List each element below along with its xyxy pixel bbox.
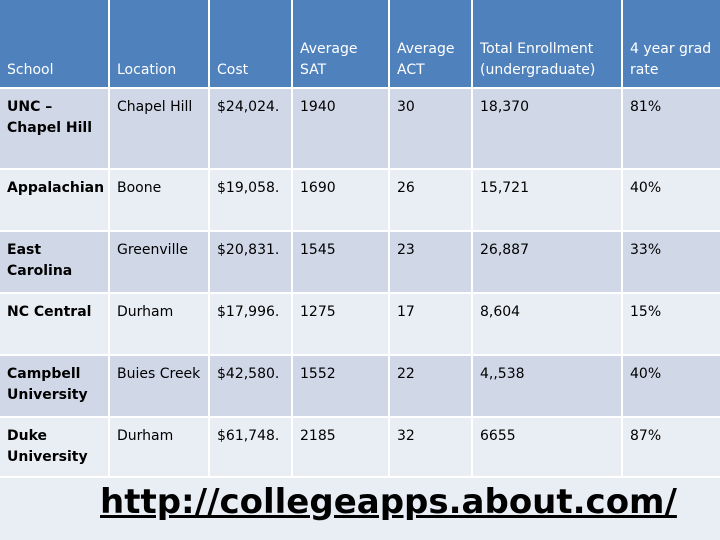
- cell-grad-rate: 40%: [623, 356, 720, 416]
- table-row: Appalachian Boone $19,058. 1690 26 15,72…: [0, 170, 720, 230]
- header-location: Location: [110, 0, 208, 87]
- cell-average-sat: 1940: [293, 89, 388, 168]
- cell-location: Chapel Hill: [110, 89, 208, 168]
- cell-school: Campbell University: [0, 356, 108, 416]
- cell-school: NC Central: [0, 294, 108, 354]
- cell-grad-rate: 15%: [623, 294, 720, 354]
- cell-average-sat: 1552: [293, 356, 388, 416]
- table-row: NC Central Durham $17,996. 1275 17 8,604…: [0, 294, 720, 354]
- table-row: East Carolina Greenville $20,831. 1545 2…: [0, 232, 720, 292]
- cell-cost: $61,748.: [210, 418, 291, 476]
- cell-average-sat: 1690: [293, 170, 388, 230]
- cell-total-enrollment: 26,887: [473, 232, 621, 292]
- source-link[interactable]: http://collegeapps.about.com/: [100, 482, 677, 522]
- cell-cost: $17,996.: [210, 294, 291, 354]
- cell-school: UNC – Chapel Hill: [0, 89, 108, 168]
- cell-total-enrollment: 6655: [473, 418, 621, 476]
- header-average-sat: Average SAT: [293, 0, 388, 87]
- cell-location: Durham: [110, 418, 208, 476]
- cell-grad-rate: 33%: [623, 232, 720, 292]
- cell-location: Greenville: [110, 232, 208, 292]
- footer-band: [0, 478, 720, 540]
- header-total-enrollment: Total Enrollment (undergraduate): [473, 0, 621, 87]
- cell-average-act: 17: [390, 294, 471, 354]
- header-average-act: Average ACT: [390, 0, 471, 87]
- cell-grad-rate: 87%: [623, 418, 720, 476]
- cell-cost: $19,058.: [210, 170, 291, 230]
- cell-total-enrollment: 18,370: [473, 89, 621, 168]
- cell-cost: $42,580.: [210, 356, 291, 416]
- cell-grad-rate: 81%: [623, 89, 720, 168]
- cell-cost: $24,024.: [210, 89, 291, 168]
- cell-location: Buies Creek: [110, 356, 208, 416]
- cell-location: Boone: [110, 170, 208, 230]
- table-row: Campbell University Buies Creek $42,580.…: [0, 356, 720, 416]
- cell-total-enrollment: 15,721: [473, 170, 621, 230]
- cell-cost: $20,831.: [210, 232, 291, 292]
- cell-school: Appalachian: [0, 170, 108, 230]
- cell-total-enrollment: 8,604: [473, 294, 621, 354]
- cell-average-act: 32: [390, 418, 471, 476]
- header-cost: Cost: [210, 0, 291, 87]
- header-grad-rate: 4 year grad rate: [623, 0, 720, 87]
- cell-school: Duke University: [0, 418, 108, 476]
- header-school: School: [0, 0, 108, 87]
- cell-location: Durham: [110, 294, 208, 354]
- cell-grad-rate: 40%: [623, 170, 720, 230]
- cell-average-act: 30: [390, 89, 471, 168]
- cell-average-act: 23: [390, 232, 471, 292]
- table-row: Duke University Durham $61,748. 2185 32 …: [0, 418, 720, 476]
- cell-average-sat: 1545: [293, 232, 388, 292]
- table-row: UNC – Chapel Hill Chapel Hill $24,024. 1…: [0, 89, 720, 168]
- cell-average-sat: 2185: [293, 418, 388, 476]
- cell-average-act: 22: [390, 356, 471, 416]
- cell-school: East Carolina: [0, 232, 108, 292]
- cell-average-act: 26: [390, 170, 471, 230]
- table-header-row: School Location Cost Average SAT Average…: [0, 0, 720, 87]
- cell-total-enrollment: 4,,538: [473, 356, 621, 416]
- cell-average-sat: 1275: [293, 294, 388, 354]
